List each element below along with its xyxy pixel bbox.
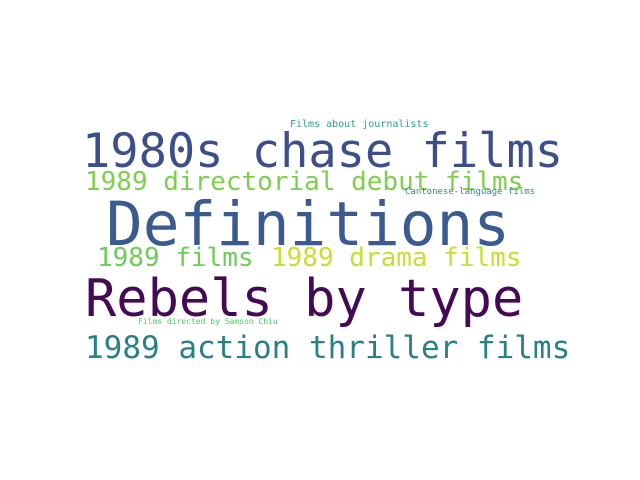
word-1980s-chase-films: 1980s chase films xyxy=(82,124,564,179)
word-1989-drama-films: 1989 drama films xyxy=(271,243,522,273)
word-1989-action-thriller-films: 1989 action thriller films xyxy=(85,330,571,366)
word-cantonese-language-films: Cantonese-language films xyxy=(405,187,536,197)
word-1989-films: 1989 films xyxy=(97,243,254,273)
word-definitions: Definitions xyxy=(106,189,510,260)
word-1989-directorial-debut-films: 1989 directorial debut films xyxy=(85,167,524,197)
word-films-about-journalists: Films about journalists xyxy=(290,119,429,130)
word-films-directed-by-samson-chiu: Films directed by Samson Chiu xyxy=(138,317,278,326)
word-rebels-by-type: Rebels by type xyxy=(85,269,524,329)
